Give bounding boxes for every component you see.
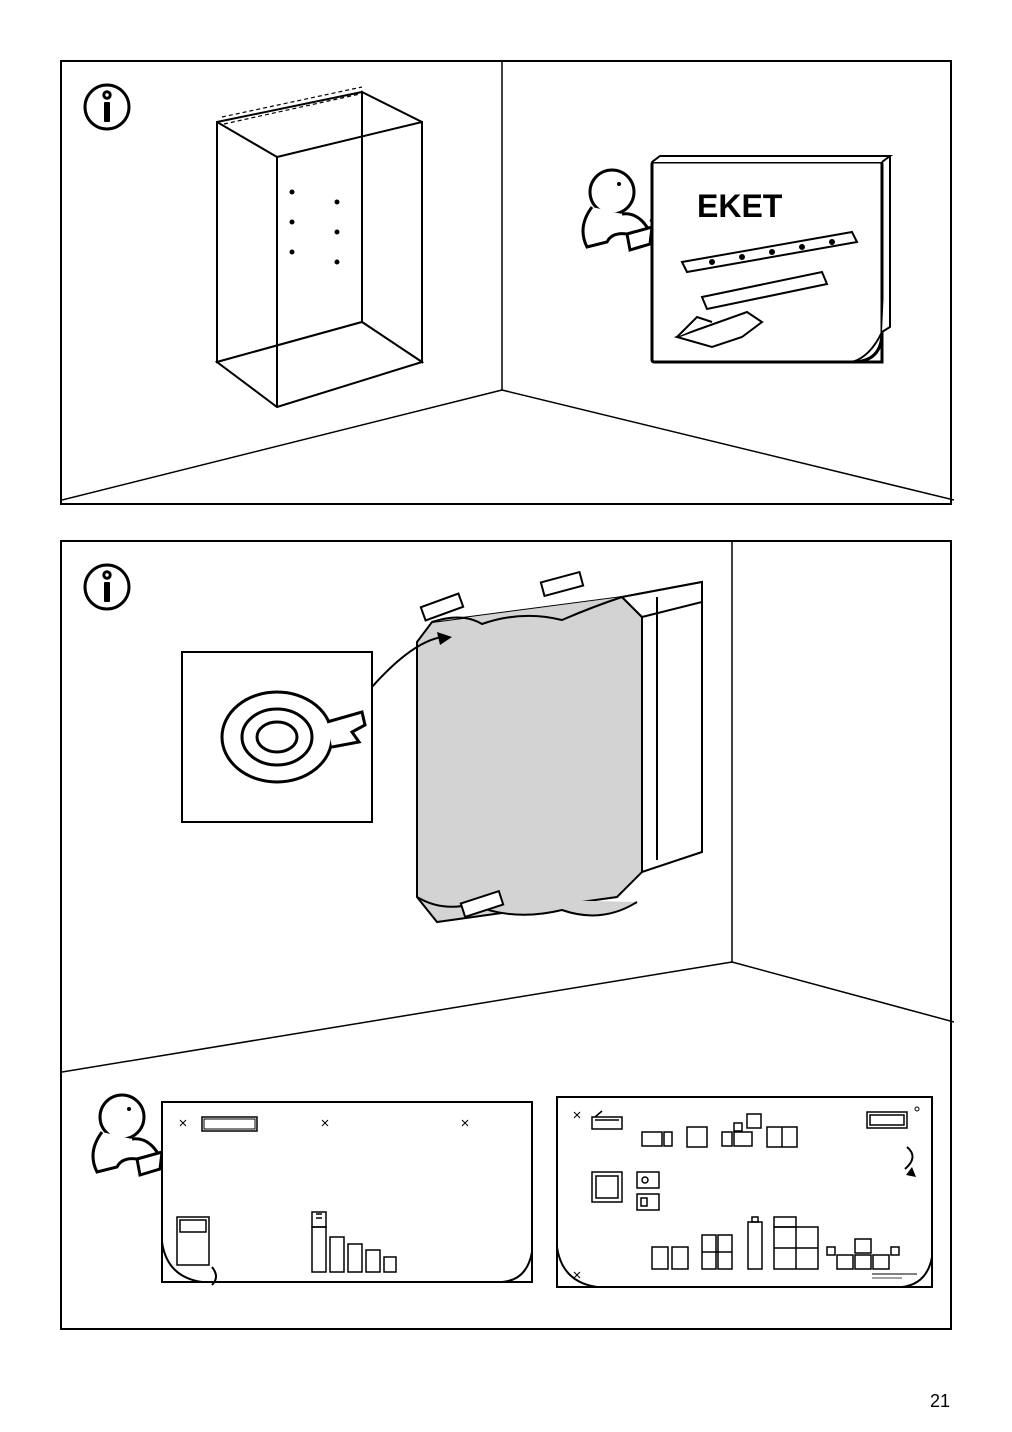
panel2-illustration: AA-1908785 (62, 542, 954, 1332)
cabinet-drawing (217, 87, 422, 407)
tape-inset (182, 652, 372, 822)
panel-2: AA-1908785 (60, 540, 952, 1330)
page-number: 21 (930, 1391, 950, 1412)
panel-1: EKET (60, 60, 952, 505)
panel1-illustration: EKET (62, 62, 954, 507)
planning-sheet-right (557, 1097, 932, 1287)
booklet-title: EKET (697, 188, 783, 224)
cabinet-papered (372, 572, 702, 922)
eket-booklet: EKET (652, 156, 890, 362)
person-reading-icon (93, 1095, 162, 1175)
planning-sheet-left (162, 1102, 532, 1285)
instruction-page: EKET (60, 60, 952, 1372)
